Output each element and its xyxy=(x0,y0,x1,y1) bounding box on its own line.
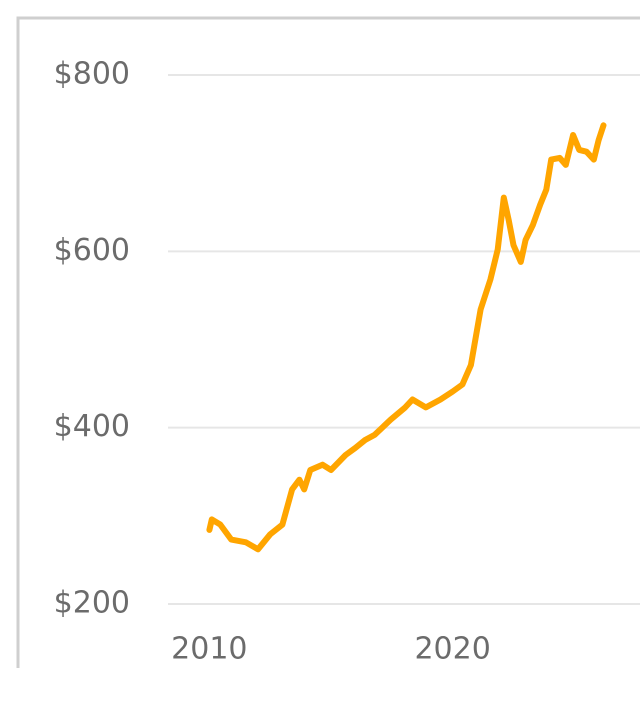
x-tick-label: 2010 xyxy=(171,632,247,667)
y-tick-label: $800 xyxy=(54,57,130,92)
line xyxy=(206,122,607,553)
y-tick-label: $600 xyxy=(54,233,130,268)
y-tick-label: $400 xyxy=(54,409,130,444)
y-tick-label: $200 xyxy=(54,586,130,621)
frame xyxy=(16,16,640,668)
x-tick-label: 2020 xyxy=(414,632,490,667)
